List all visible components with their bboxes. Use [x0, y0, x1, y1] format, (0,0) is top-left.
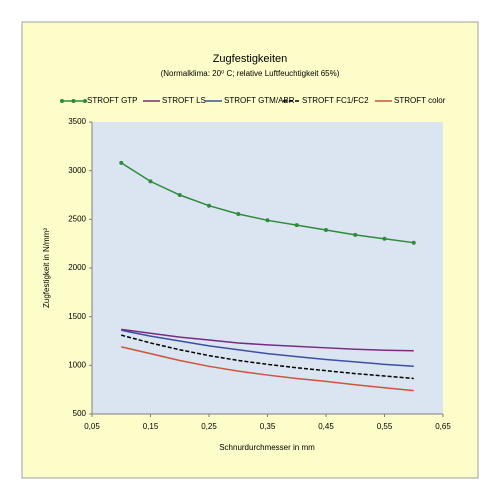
legend-label: STROFT FC1/FC2	[302, 96, 369, 105]
legend-marker	[71, 99, 76, 103]
x-tick-label: 0,05	[84, 422, 100, 431]
y-tick-label: 3500	[68, 117, 86, 126]
data-point	[353, 232, 358, 237]
data-point	[148, 179, 153, 184]
y-tick-label: 2000	[68, 263, 86, 272]
chart-title: Zugfestigkeiten	[213, 53, 288, 65]
y-tick-label: 1500	[68, 312, 86, 321]
y-tick-label: 1000	[68, 360, 86, 369]
legend-label: STROFT GTP	[87, 96, 138, 105]
x-tick-label: 0,45	[318, 422, 334, 431]
data-point	[382, 236, 387, 241]
data-point	[294, 223, 299, 228]
series-line	[121, 346, 414, 392]
data-point	[177, 193, 182, 197]
legend-label: STROFT GTM/ABR	[224, 96, 295, 105]
x-tick-label: 0,25	[201, 422, 217, 431]
y-tick-label: 500	[73, 409, 87, 418]
data-point	[207, 203, 211, 208]
y-tick-label: 2500	[68, 214, 86, 223]
data-point	[411, 240, 416, 245]
x-tick-label: 0,65	[435, 422, 451, 431]
chart-subtitle: (Normalklima: 20⁰ C; relative Luftfeucht…	[161, 69, 340, 78]
y-axis-title: Zugfestigkeit in N/mm²	[42, 228, 51, 308]
data-point	[236, 211, 241, 216]
x-axis-title: Schnurdurchmesser in mm	[219, 443, 315, 452]
data-point	[324, 228, 328, 233]
data-point	[265, 218, 270, 223]
legend-marker	[60, 99, 64, 103]
x-tick-label: 0,15	[143, 422, 159, 431]
series-line	[121, 334, 414, 380]
x-tick-label: 0,35	[260, 422, 276, 431]
legend-marker	[83, 99, 87, 103]
series-line	[121, 328, 414, 352]
data-point	[119, 160, 124, 165]
legend-label: STROFT color	[394, 96, 446, 105]
y-tick-label: 3000	[68, 166, 86, 175]
series-line	[121, 329, 414, 368]
plot-area	[92, 122, 443, 414]
x-tick-label: 0,55	[377, 422, 393, 431]
legend-label: STROFT LS	[162, 96, 206, 105]
